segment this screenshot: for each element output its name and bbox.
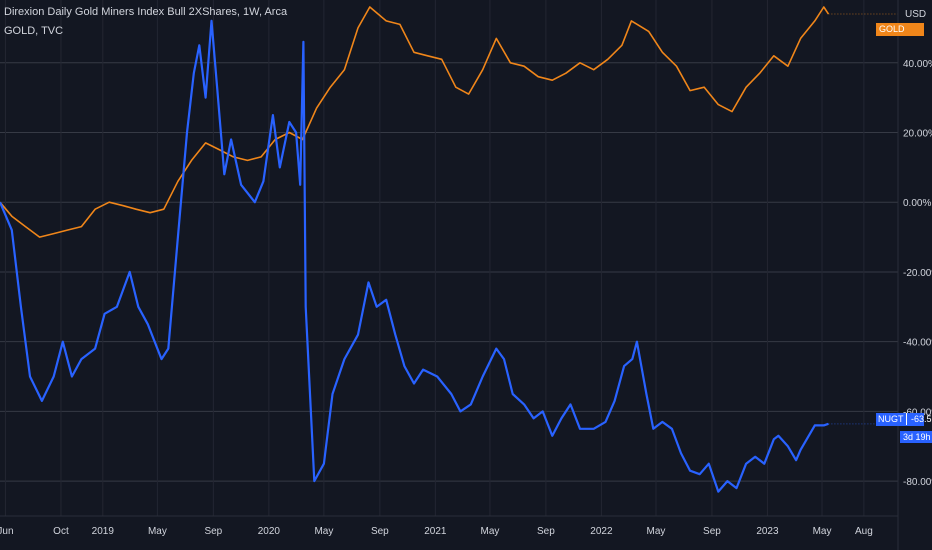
y-tick-label: -20.00% [903,268,932,279]
gold-last-value-tag: GOLD [876,23,924,36]
price-axis[interactable]: 60.00%40.00%20.00%0.00%-20.00%-40.00%-60… [903,0,932,488]
nugt-tag-value: -63.56% [911,414,932,424]
chart-title[interactable]: Direxion Daily Gold Miners Index Bull 2X… [4,6,288,18]
x-tick-label: 2023 [756,526,779,537]
x-tick-label: Jun [0,526,14,537]
x-tick-label: 2020 [258,526,281,537]
x-tick-label: May [647,526,666,537]
series-line-nugt [0,19,829,493]
gold-tag-symbol: GOLD [879,24,905,34]
nugt-tag-symbol: NUGT [876,413,907,425]
y-tick-label: 20.00% [903,128,932,139]
x-tick-label: Sep [537,526,555,537]
x-tick-label: 2021 [424,526,447,537]
x-tick-label: May [813,526,832,537]
grid-layer [0,0,898,516]
time-axis[interactable]: Jun Oct 2019 May Sep 2020 May Sep 2021 May Sep 2022… [0,526,873,537]
x-tick-label: May [314,526,333,537]
price-axis-unit: USD [905,9,927,20]
x-tick-label: 2022 [590,526,613,537]
y-tick-label: 40.00% [903,59,932,70]
x-tick-label: May [148,526,167,537]
x-tick-label: Aug [855,526,873,537]
x-tick-label: Sep [204,526,222,537]
series-line-gold [0,6,830,238]
y-tick-label: -40.00% [903,338,932,349]
y-tick-label: 0.00% [903,198,931,209]
y-tick-label: -80.00% [903,477,932,488]
y-tick-label: -60.00% [903,407,932,418]
nugt-last-value-tag: NUGT -63.56% [876,413,932,426]
x-tick-label: May [480,526,499,537]
nugt-bar-countdown: 3d 19h [900,431,932,443]
x-tick-label: Sep [371,526,389,537]
x-tick-label: Sep [703,526,721,537]
x-tick-label: 2019 [92,526,115,537]
x-tick-label: Oct [53,526,69,537]
chart-subtitle[interactable]: GOLD, TVC [4,25,64,37]
series-layer [0,6,898,493]
